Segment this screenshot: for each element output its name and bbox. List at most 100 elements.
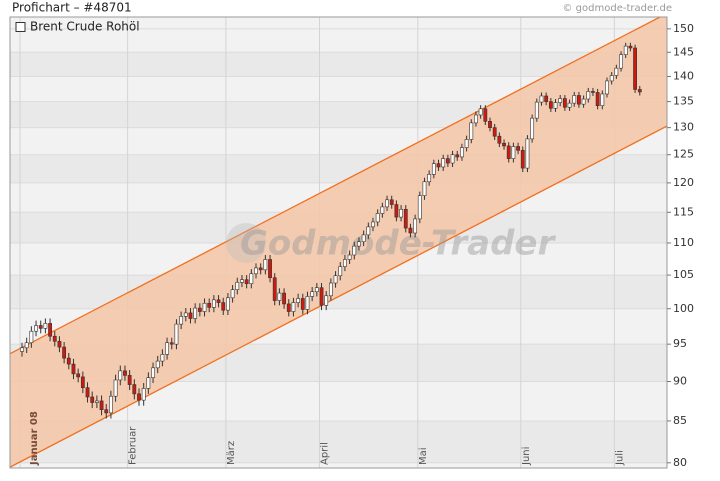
- y-tick-label: 130: [673, 121, 694, 134]
- candle-body: [441, 158, 446, 168]
- candle-body: [127, 375, 132, 385]
- legend-swatch: [15, 22, 26, 32]
- candle-body: [375, 213, 380, 223]
- candle-body: [562, 98, 567, 108]
- candle-body: [165, 342, 169, 355]
- candle-body: [43, 323, 48, 329]
- y-tick-label: 90: [673, 374, 687, 387]
- candle-body: [249, 273, 254, 284]
- y-tick-label: 100: [673, 302, 694, 315]
- candle-body: [492, 127, 497, 137]
- y-tick-label: 150: [673, 22, 694, 35]
- candle-body: [427, 174, 432, 183]
- y-tick-label: 140: [673, 69, 694, 82]
- candle-body: [305, 296, 310, 310]
- candle-body: [605, 80, 609, 95]
- candle-body: [333, 275, 338, 284]
- candle-body: [408, 227, 413, 234]
- y-tick-label: 110: [673, 236, 694, 249]
- candle-body: [282, 292, 286, 305]
- candle-body: [413, 218, 418, 234]
- candle-body: [226, 297, 230, 311]
- x-tick-label: Juni: [521, 447, 532, 466]
- candle-body: [403, 208, 408, 229]
- x-tick-label: Juli: [614, 450, 625, 466]
- candle-body: [539, 95, 544, 103]
- candle-body: [263, 259, 268, 271]
- candle-body: [90, 396, 95, 403]
- candle-body: [183, 312, 188, 317]
- plot-area: Godmode-Trader: [10, 17, 667, 468]
- candle-body: [455, 154, 460, 158]
- candle-body: [319, 287, 324, 306]
- candle-body: [169, 342, 174, 345]
- candle-body: [76, 373, 81, 378]
- candle-body: [506, 145, 511, 159]
- candle-body: [464, 139, 469, 148]
- y-tick-label: 135: [673, 95, 694, 108]
- candle-body: [516, 146, 520, 151]
- candle-body: [417, 195, 422, 220]
- candle-body: [394, 204, 399, 218]
- candle-body: [99, 400, 104, 410]
- candle-body: [24, 342, 29, 349]
- candle-body: [52, 335, 57, 342]
- candle-body: [530, 117, 535, 140]
- candle-body: [633, 47, 637, 90]
- candle-body: [20, 347, 24, 352]
- candle-body: [591, 91, 595, 93]
- candle-body: [207, 302, 212, 308]
- candle-body: [324, 295, 329, 306]
- y-tick-label: 120: [673, 176, 694, 189]
- candle-body: [151, 367, 155, 378]
- candle-body: [347, 254, 352, 260]
- candle-body: [328, 282, 333, 297]
- candle-body: [380, 206, 385, 214]
- candle-body: [525, 138, 530, 169]
- candle-body: [132, 384, 137, 395]
- candle-body: [244, 279, 249, 284]
- candle-body: [628, 45, 633, 49]
- y-tick-label: 125: [673, 148, 694, 161]
- candle-body: [389, 199, 394, 205]
- candle-body: [62, 346, 67, 359]
- candle-body: [623, 45, 628, 55]
- candle-body: [258, 267, 263, 271]
- candle-body: [371, 221, 375, 228]
- y-tick-label: 105: [673, 268, 694, 281]
- candle-body: [85, 387, 90, 398]
- candle-body: [310, 291, 315, 297]
- candle-body: [314, 287, 319, 293]
- candle-body: [488, 121, 492, 128]
- candle-body: [431, 163, 436, 175]
- candle-body: [460, 147, 464, 158]
- candle-body: [595, 92, 600, 106]
- grid-band: [10, 420, 667, 463]
- legend-label: Brent Crude Rohöl: [30, 20, 140, 34]
- candle-body: [141, 388, 146, 401]
- y-tick-label: 115: [673, 205, 694, 218]
- candle-body: [123, 370, 127, 376]
- candle-body: [581, 98, 586, 105]
- chart-title: Profichart – #48701: [12, 1, 132, 15]
- candle-body: [66, 357, 71, 365]
- candle-body: [338, 266, 343, 277]
- candle-body: [174, 323, 179, 345]
- candle-body: [216, 299, 221, 303]
- candle-body: [469, 122, 474, 140]
- y-tick-label: 95: [673, 337, 687, 350]
- candle-body: [193, 307, 198, 319]
- x-tick-label: Februar: [128, 426, 139, 465]
- candle-body: [291, 302, 296, 312]
- watermark-logo: [226, 223, 266, 263]
- candle-body: [357, 241, 361, 247]
- candle-body: [300, 298, 305, 310]
- candle-body: [609, 75, 614, 82]
- candle-body: [221, 302, 226, 311]
- candle-body: [230, 289, 235, 299]
- candle-body: [34, 325, 38, 332]
- candle-body: [48, 323, 52, 337]
- x-tick-label: April: [320, 442, 331, 465]
- candle-body: [385, 199, 389, 208]
